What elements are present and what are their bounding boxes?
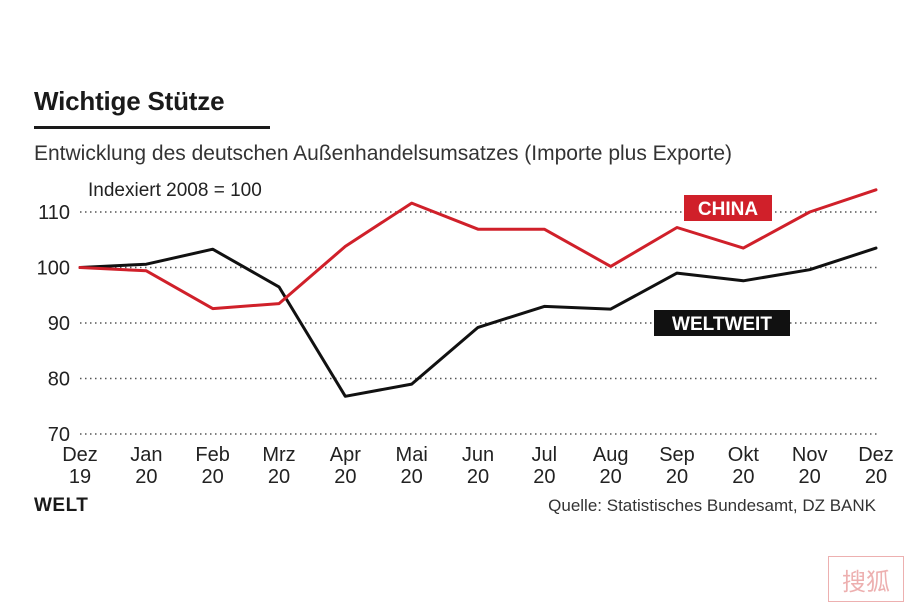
x-tick-label: Mai 20 (396, 444, 428, 488)
series-line-china (78, 188, 878, 311)
index-note: Indexiert 2008 = 100 (88, 180, 262, 201)
series-line-weltweit (78, 246, 878, 398)
x-tick-label: Nov 20 (792, 444, 828, 488)
y-tick-label: 80 (48, 369, 70, 391)
x-tick-label: Jan 20 (130, 444, 162, 488)
y-tick-label: 70 (48, 424, 70, 446)
x-tick-label: Aug 20 (593, 444, 629, 488)
x-tick-label: Dez 20 (858, 444, 894, 488)
x-tick-label: Feb 20 (195, 444, 229, 488)
chart-subtitle: Entwicklung des deutschen Außenhandelsum… (34, 142, 733, 165)
series-lines (78, 188, 878, 398)
source-note: Quelle: Statistisches Bundesamt, DZ BANK (548, 496, 876, 515)
x-tick-label: Apr 20 (330, 444, 361, 488)
series-labels: CHINA WELTWEIT (654, 195, 790, 336)
x-tick-label: Jul 20 (532, 444, 558, 488)
x-tick-label: Okt 20 (728, 444, 760, 488)
x-tick-label: Sep 20 (659, 444, 695, 488)
watermark-stamp: 搜狐 (828, 556, 904, 602)
y-tick-label: 110 (38, 202, 70, 224)
x-tick-label: Dez 19 (62, 444, 98, 488)
x-tick-label: Jun 20 (462, 444, 494, 488)
title-underline (34, 126, 270, 129)
y-tick-label: 100 (37, 258, 70, 280)
chart-title: Wichtige Stütze (34, 86, 225, 116)
x-axis-ticks: Dez 19 Jan 20 Feb 20 Mrz 20 Apr 20 Mai 20 Jun 20 Jul 20… (62, 444, 894, 488)
series-label-china: CHINA (684, 195, 772, 221)
svg-text:CHINA: CHINA (698, 199, 758, 220)
x-tick-label: Mrz 20 (262, 444, 295, 488)
y-axis-ticks: 70 80 90 100 110 (37, 202, 70, 446)
y-tick-label: 90 (48, 313, 70, 335)
series-label-weltweit: WELTWEIT (654, 310, 790, 336)
svg-text:WELTWEIT: WELTWEIT (672, 314, 772, 335)
welt-logo: WELT (34, 495, 89, 516)
